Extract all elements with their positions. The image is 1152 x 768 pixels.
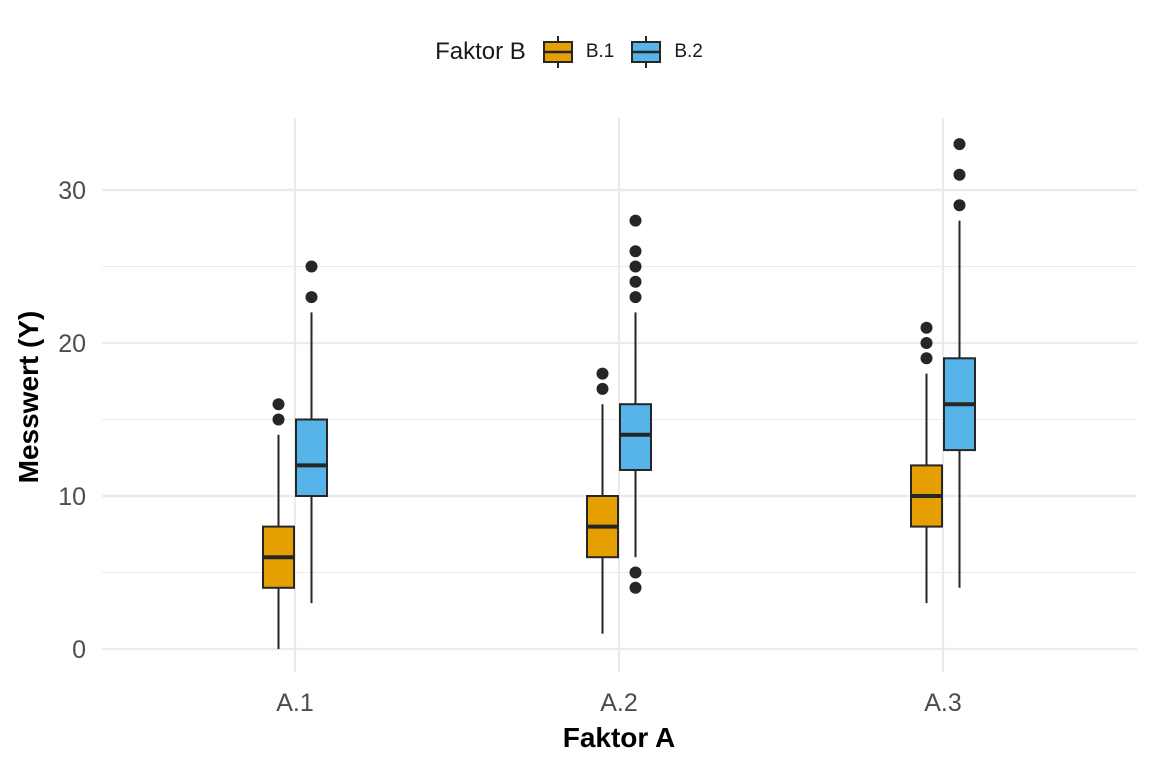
box-B.2-A.1 [295,260,328,604]
box-body [295,418,328,497]
axes: 0 10 20 30 A.1 A.2 A.3 [58,177,962,717]
legend-label-b1: B.1 [585,41,615,62]
outlier-point [629,581,642,594]
legend-item-b1: B.1 [540,34,615,70]
box-B.2-A.2 [619,214,652,594]
outlier-point [305,260,318,273]
box-body [619,403,652,471]
legend-label-b2: B.2 [674,41,703,62]
x-tick-label: A.1 [276,689,314,717]
box-B.1-A.3 [910,321,943,604]
outlier-point [629,260,642,273]
outlier-point [920,337,933,349]
x-tick-label: A.3 [924,689,962,717]
outlier-point [953,168,966,181]
outlier-point [596,382,609,395]
y-axis-title: Messwert (Y) [13,311,44,484]
outlier-point [629,566,642,579]
legend-key-b2-icon [631,36,662,68]
y-tick-label: 10 [58,483,86,511]
outlier-point [596,367,609,380]
legend-item-b2: B.2 [628,34,703,70]
y-tick-label: 30 [58,177,86,205]
outlier-point [920,321,933,334]
grid [102,118,1137,672]
outlier-point [629,214,642,227]
outlier-point [305,291,318,304]
outlier-point [272,398,285,411]
outlier-point [953,199,966,212]
box-B.1-A.1 [262,398,295,649]
outlier-point [629,291,642,304]
outlier-point [629,245,642,258]
outlier-point [272,413,285,426]
y-tick-label: 0 [72,636,86,664]
legend: Faktor B B.1 B.2 [0,34,1152,70]
box-B.2-A.3 [943,138,976,588]
y-tick-label: 20 [58,330,86,358]
outlier-point [953,138,966,151]
x-tick-label: A.2 [600,689,638,717]
x-axis-title: Faktor A [563,722,676,753]
outlier-point [920,352,933,365]
legend-title: Faktor B [435,38,526,65]
box-B.1-A.2 [586,367,619,634]
outlier-point [629,275,642,288]
boxplot-marks [262,138,976,649]
legend-key-b1-icon [542,36,573,68]
